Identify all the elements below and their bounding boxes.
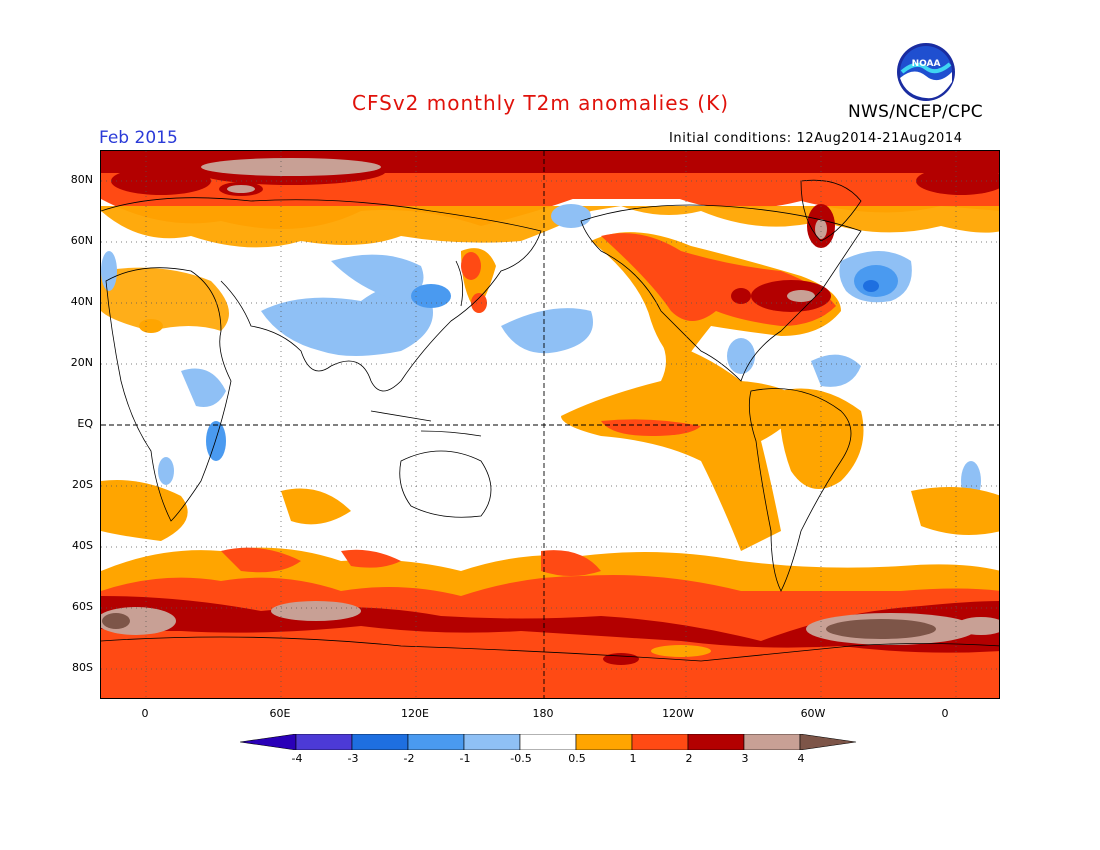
colorbar-label: 3 — [741, 752, 749, 765]
lon-label-120w: 120W — [662, 707, 694, 720]
lat-label-60s: 60S — [72, 600, 93, 613]
asia-features — [101, 248, 496, 333]
colorbar-bin — [407, 733, 465, 751]
anomaly-map — [100, 150, 1000, 699]
graticule — [101, 151, 999, 698]
map-title: CFSv2 monthly T2m anomalies (K) — [352, 91, 729, 115]
colorbar-bin — [687, 733, 745, 751]
colorbar-bin — [463, 733, 521, 751]
lat-label-20n: 20N — [70, 356, 93, 369]
cold-anomalies — [101, 204, 981, 501]
noaa-logo: NOAA — [896, 42, 956, 102]
initial-conditions: Initial conditions: 12Aug2014-21Aug2014 — [669, 131, 963, 146]
lat-label-20s: 20S — [72, 478, 93, 491]
colorbar-label: 1 — [629, 752, 637, 765]
colorbar-arrow-high — [799, 733, 857, 751]
colorbar — [239, 733, 862, 754]
colorbar-bin — [351, 733, 409, 751]
colorbar-label: 2 — [685, 752, 693, 765]
lat-label-80s: 80S — [72, 661, 93, 674]
lon-label-0-left: 0 — [141, 707, 149, 720]
lat-label-eq: EQ — [77, 417, 93, 430]
lat-label-60n: 60N — [70, 234, 93, 247]
organization-label: NWS/NCEP/CPC — [848, 102, 983, 122]
lon-label-0-right: 0 — [941, 707, 949, 720]
colorbar-bin — [743, 733, 801, 751]
coastlines — [101, 179, 999, 662]
lat-label-80n: 80N — [70, 173, 93, 186]
arctic-warm-band — [101, 151, 999, 248]
colorbar-bin — [631, 733, 689, 751]
colorbar-bin — [575, 733, 633, 751]
southern-ocean-band — [101, 596, 999, 665]
colorbar-label: 4 — [797, 752, 805, 765]
lon-label-180: 180 — [532, 707, 554, 720]
colorbar-label: -1 — [459, 752, 471, 765]
colorbar-label: 0.5 — [568, 752, 586, 765]
forecast-month: Feb 2015 — [99, 128, 178, 148]
lon-label-60w: 60W — [800, 707, 826, 720]
colorbar-bin — [519, 733, 577, 751]
lon-label-120e: 120E — [401, 707, 429, 720]
reference-lines — [101, 151, 999, 698]
colorbar-label: -0.5 — [510, 752, 532, 765]
lon-label-60e: 60E — [269, 707, 291, 720]
colorbar-label: -2 — [403, 752, 415, 765]
colorbar-label: -3 — [347, 752, 359, 765]
colorbar-arrow-low — [239, 733, 297, 751]
lat-label-40s: 40S — [72, 539, 93, 552]
colorbar-label: -4 — [291, 752, 303, 765]
logo-text: NOAA — [912, 59, 941, 69]
tropical-warm — [561, 341, 864, 551]
colorbar-bin — [295, 733, 353, 751]
lat-label-40n: 40N — [70, 295, 93, 308]
